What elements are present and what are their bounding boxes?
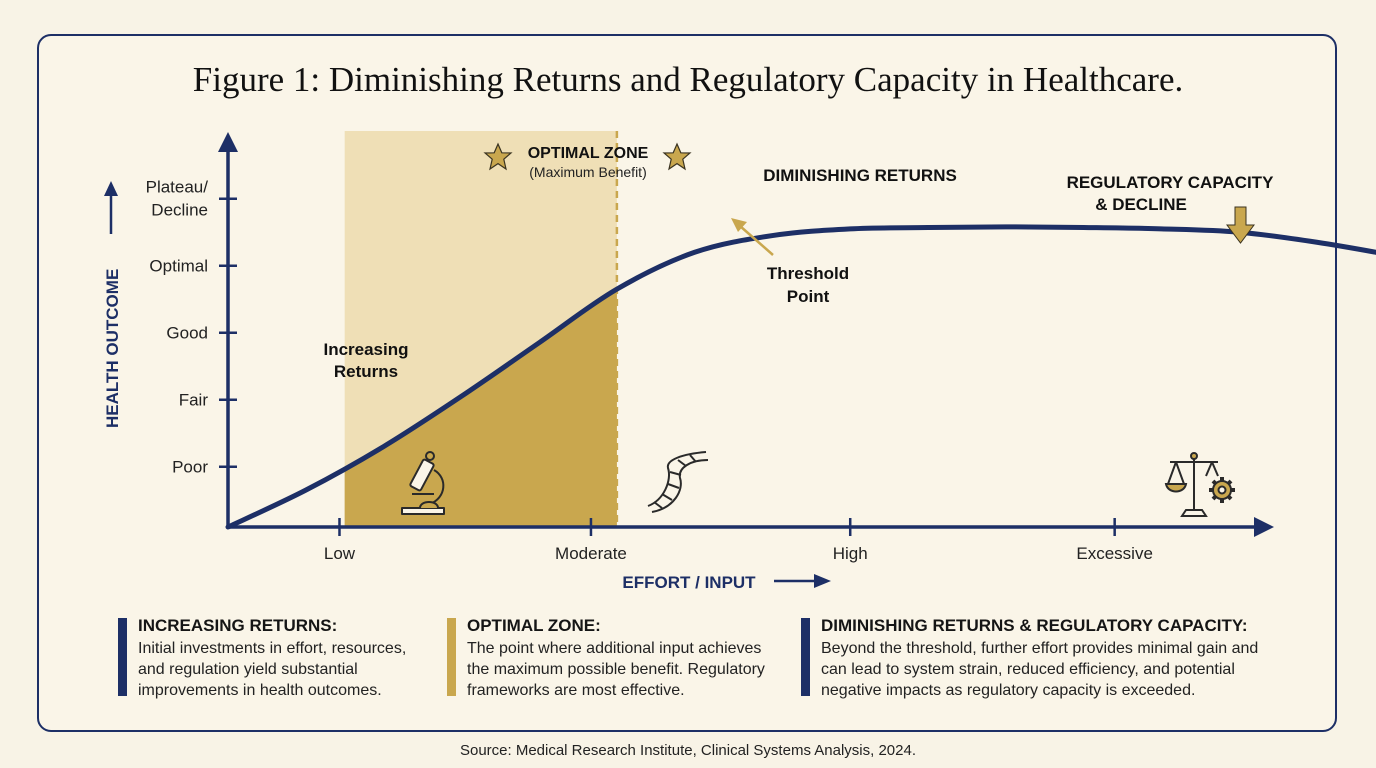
threshold-arrowhead [731, 218, 747, 232]
down-arrow-icon [1226, 206, 1255, 244]
y-axis-arrow [218, 132, 238, 152]
legend-body: The point where additional input achieve… [467, 638, 765, 701]
regulatory-capacity-label: REGULATORY CAPACITY & DECLINE [1067, 173, 1275, 214]
optimal-zone-sublabel: (Maximum Benefit) [529, 164, 646, 180]
legend-optimal: OPTIMAL ZONE: The point where additional… [447, 616, 792, 699]
x-axis-label: EFFORT / INPUT [622, 573, 756, 592]
star-icon [483, 142, 513, 171]
y-tick-label: Fair [179, 391, 209, 410]
figure-frame [37, 34, 1337, 732]
x-tick-label: Excessive [1076, 544, 1153, 563]
source-note: Source: Medical Research Institute, Clin… [459, 742, 917, 759]
y-tick-label: Plateau/Decline [146, 178, 209, 220]
legend-body: Initial investments in effort, resources… [138, 638, 406, 701]
legend-line: and regulation yield substantial [138, 661, 358, 678]
x-label-arrowhead [814, 574, 831, 588]
y-label-arrowhead [104, 181, 118, 196]
legend-line: The point where additional input achieve… [467, 640, 762, 657]
legend-color-bar [118, 618, 127, 696]
dna-icon [647, 451, 709, 513]
y-axis-label: HEALTH OUTCOME [103, 269, 122, 428]
legend-line: the maximum possible benefit. Regulatory [467, 661, 765, 678]
threshold-point-label: Threshold Point [767, 264, 849, 306]
y-tick-label: Good [166, 324, 208, 343]
legend-increasing: INCREASING RETURNS: Initial investments … [118, 616, 438, 699]
legend-heading: OPTIMAL ZONE: [467, 616, 601, 635]
legend-heading: INCREASING RETURNS: [138, 616, 338, 635]
optimal-zone-fill [344, 289, 617, 527]
legend-line: Initial investments in effort, resources… [138, 640, 407, 657]
legend-line: improvements in health outcomes. [138, 682, 382, 699]
legend-heading: DIMINISHING RETURNS & REGULATORY CAPACIT… [821, 616, 1248, 635]
figure-title: Figure 1: Diminishing Returns and Regula… [192, 60, 1184, 99]
x-tick-label: High [833, 544, 868, 563]
x-tick-label: Moderate [555, 544, 627, 563]
legend-line: negative impacts as regulatory capacity … [821, 682, 1196, 699]
legend-line: frameworks are most effective. [467, 682, 685, 699]
star-icon [662, 142, 692, 171]
legend-line: Beyond the threshold, further effort pro… [821, 640, 1259, 657]
legend-color-bar [801, 618, 810, 696]
legend-color-bar [447, 618, 456, 696]
x-tick-label: Low [324, 544, 356, 563]
legend-line: can lead to system strain, reduced effic… [821, 661, 1235, 678]
y-tick-label: Optimal [149, 257, 208, 276]
scales-gear-icon [1164, 452, 1235, 517]
diminishing-returns-label: DIMINISHING RETURNS [763, 166, 957, 185]
x-axis-arrow [1254, 517, 1274, 537]
microscope-icon [401, 451, 445, 515]
optimal-zone-label: OPTIMAL ZONE [528, 145, 649, 162]
increasing-returns-label: Increasing Returns [323, 340, 408, 381]
threshold-arrow-line [739, 225, 774, 256]
y-tick-label: Poor [172, 458, 208, 477]
legend-body: Beyond the threshold, further effort pro… [821, 638, 1258, 701]
legend-diminishing: DIMINISHING RETURNS & REGULATORY CAPACIT… [801, 616, 1301, 699]
